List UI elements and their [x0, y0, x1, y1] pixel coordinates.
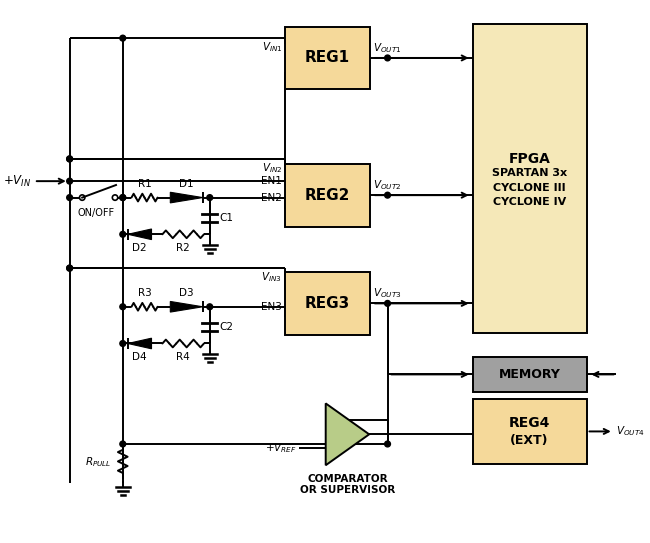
Circle shape: [120, 340, 125, 346]
Text: EN2: EN2: [261, 193, 282, 203]
Text: C2: C2: [220, 322, 233, 332]
Text: CYCLONE IV: CYCLONE IV: [493, 198, 566, 207]
Text: R3: R3: [138, 288, 151, 298]
Text: $V_{IN3}$: $V_{IN3}$: [261, 270, 282, 284]
Polygon shape: [128, 338, 151, 349]
Circle shape: [67, 195, 73, 200]
Text: $V_{OUT1}$: $V_{OUT1}$: [373, 41, 402, 55]
Text: C1: C1: [220, 213, 233, 223]
Text: REG2: REG2: [305, 188, 350, 203]
Circle shape: [207, 304, 213, 310]
Text: R4: R4: [176, 352, 190, 362]
Circle shape: [120, 35, 125, 41]
Polygon shape: [170, 301, 203, 312]
Text: $+V_{IN}$: $+V_{IN}$: [3, 174, 31, 189]
Bar: [473, 357, 586, 392]
Circle shape: [67, 178, 73, 184]
Text: $V_{IN2}$: $V_{IN2}$: [262, 161, 282, 175]
Polygon shape: [326, 403, 369, 465]
Bar: [285, 164, 370, 226]
Text: OR SUPERVISOR: OR SUPERVISOR: [300, 485, 395, 495]
Text: +: +: [329, 441, 340, 455]
Circle shape: [385, 300, 391, 306]
Text: ON/OFF: ON/OFF: [77, 208, 115, 218]
Text: R1: R1: [138, 179, 151, 189]
Circle shape: [385, 192, 391, 198]
Text: D3: D3: [179, 288, 194, 298]
Text: D2: D2: [132, 243, 146, 253]
Text: (EXT): (EXT): [510, 434, 549, 447]
Circle shape: [120, 195, 125, 200]
Text: REG3: REG3: [305, 296, 350, 311]
Circle shape: [67, 156, 73, 162]
Text: D1: D1: [179, 179, 194, 189]
Circle shape: [207, 195, 213, 200]
Polygon shape: [128, 229, 151, 239]
Circle shape: [385, 55, 391, 61]
Circle shape: [385, 441, 391, 447]
Polygon shape: [170, 192, 203, 203]
Text: CYCLONE III: CYCLONE III: [493, 183, 566, 193]
Text: COMPARATOR: COMPARATOR: [307, 474, 388, 484]
Text: $V_{OUT3}$: $V_{OUT3}$: [373, 287, 402, 300]
Text: EN1: EN1: [261, 176, 282, 186]
Text: $+V_{REF}$: $+V_{REF}$: [265, 441, 296, 455]
Bar: [285, 27, 370, 90]
Text: –: –: [331, 413, 338, 427]
Text: SPARTAN 3x: SPARTAN 3x: [492, 168, 567, 179]
Text: $V_{OUT4}$: $V_{OUT4}$: [616, 425, 644, 438]
Text: $V_{IN1}$: $V_{IN1}$: [261, 40, 282, 54]
Circle shape: [67, 265, 73, 271]
Circle shape: [67, 156, 73, 162]
Text: $R_{PULL}$: $R_{PULL}$: [84, 456, 111, 469]
Text: R2: R2: [176, 243, 190, 253]
Bar: [285, 272, 370, 335]
Circle shape: [120, 304, 125, 310]
Text: $V_{OUT2}$: $V_{OUT2}$: [373, 179, 402, 192]
Circle shape: [120, 195, 125, 200]
Text: REG1: REG1: [305, 50, 350, 66]
Circle shape: [120, 441, 125, 447]
Text: REG4: REG4: [509, 416, 551, 430]
Text: D4: D4: [132, 352, 146, 362]
Text: FPGA: FPGA: [509, 152, 551, 166]
Bar: [473, 24, 586, 333]
Bar: [473, 399, 586, 464]
Circle shape: [120, 231, 125, 237]
Text: EN3: EN3: [261, 302, 282, 312]
Text: MEMORY: MEMORY: [499, 368, 560, 381]
Circle shape: [67, 265, 73, 271]
